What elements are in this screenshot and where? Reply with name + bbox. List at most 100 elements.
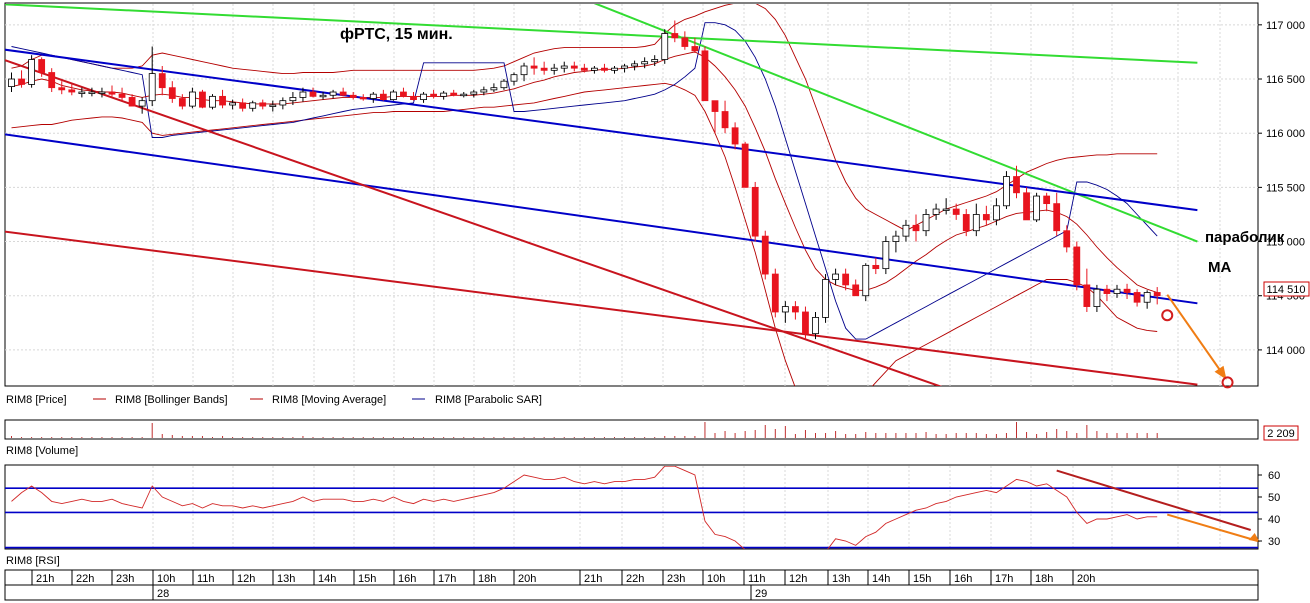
candle-body	[822, 279, 829, 318]
candle-body	[168, 87, 176, 99]
time-tick-label: 10h	[157, 573, 175, 585]
candle-body	[932, 208, 940, 215]
time-tick-label: 11h	[197, 573, 215, 585]
candle-body	[339, 91, 347, 96]
candle-body	[1013, 176, 1020, 194]
candle-body	[379, 93, 387, 101]
candle-body	[631, 63, 638, 67]
candle-body	[38, 59, 46, 73]
time-tick-label: 12h	[789, 573, 807, 585]
candle-body	[1083, 284, 1091, 307]
candle-body	[651, 59, 659, 63]
time-tick-label: 17h	[438, 573, 456, 585]
time-tick-label: 15h	[913, 573, 931, 585]
legend-bollinger: RIM8 [Bollinger Bands]	[115, 394, 228, 406]
candle-body	[751, 186, 759, 237]
target-marker	[1161, 309, 1174, 322]
time-tick-label: 13h	[277, 573, 295, 585]
candle-body	[721, 111, 729, 129]
parabolic-sar	[11, 22, 1158, 340]
candle-body	[199, 91, 206, 108]
rsi-tick-label: 50	[1268, 492, 1280, 504]
rsi-tick-label: 60	[1268, 470, 1280, 482]
ma-annotation: МА	[1208, 259, 1231, 276]
candle-body	[1053, 203, 1061, 232]
candle-body	[178, 98, 186, 107]
candle-body	[28, 59, 36, 85]
rsi-tick-label: 30	[1268, 536, 1280, 548]
time-tick-label: 13h	[832, 573, 850, 585]
time-tick-label: 22h	[76, 573, 94, 585]
y-tick-label: 115 500	[1266, 182, 1305, 194]
candle-body	[641, 61, 649, 65]
candle-body	[430, 93, 438, 97]
date-tick-label: 29	[755, 588, 767, 600]
forecast-arrowhead	[1214, 365, 1227, 380]
candle-body	[681, 37, 689, 47]
candle-body	[148, 73, 156, 102]
candle-body	[771, 273, 779, 313]
price-panel: 117 000 116 500 116 000 115 500 115 000 114 5…	[4, 2, 1310, 389]
legend-sar: RIM8 [Parabolic SAR]	[435, 394, 542, 406]
candle-body	[128, 97, 136, 107]
candle-body	[731, 127, 739, 145]
candle-body	[862, 264, 870, 297]
volume-last-label: 2 209	[1267, 428, 1295, 440]
candle-body	[500, 80, 508, 89]
candle-body	[671, 33, 679, 39]
time-tick-label: 23h	[116, 573, 134, 585]
candles	[8, 20, 1161, 340]
parabolic-annotation: параболик	[1205, 229, 1285, 246]
candle-body	[239, 102, 247, 109]
candle-body	[1063, 230, 1071, 248]
time-tick-label: 20h	[518, 573, 536, 585]
candle-body	[902, 224, 910, 237]
candle-body	[389, 91, 397, 101]
rsi-forecast-arrowhead	[1248, 533, 1260, 542]
trendline-blue	[5, 48, 1198, 212]
candle-body	[1153, 292, 1161, 297]
candle-body	[1113, 288, 1121, 294]
time-tick-label: 16h	[954, 573, 972, 585]
candle-body	[48, 72, 56, 89]
candle-body	[299, 91, 307, 98]
legend-price: RIM8 [Price]	[6, 394, 67, 406]
candle-body	[349, 94, 357, 98]
candle-body	[972, 214, 980, 232]
candle-body	[802, 311, 809, 335]
rsi-panel-label: RIM8 [RSI]	[6, 555, 60, 567]
candle-body	[842, 273, 850, 286]
candle-body	[892, 235, 900, 242]
candle-body	[872, 264, 880, 270]
candle-body	[420, 93, 427, 101]
candle-body	[701, 50, 709, 102]
time-tick-label: 10h	[707, 573, 725, 585]
candle-body	[279, 100, 287, 106]
time-tick-label: 21h	[584, 573, 602, 585]
candle-body	[1103, 288, 1111, 294]
time-tick-label: 22h	[626, 573, 644, 585]
candle-body	[450, 92, 458, 96]
candle-body	[470, 91, 478, 95]
bollinger-bands	[11, 4, 1158, 386]
time-ticks: 21h 22h 23h 10h 11h 12h 13h 14h 15h 16h 17h 18h 20h 2…	[31, 570, 1095, 600]
volume-panel-label: RIM8 [Volume]	[6, 445, 78, 457]
candle-body	[108, 91, 116, 95]
candle-body	[1043, 195, 1051, 205]
candle-body	[1123, 288, 1131, 293]
date-tick-label: 28	[157, 588, 169, 600]
time-tick-label: 21h	[36, 573, 54, 585]
candle-body	[138, 100, 146, 107]
candle-body	[540, 67, 548, 71]
trendline-blue	[5, 133, 1198, 305]
candle-body	[329, 91, 337, 96]
rsi-forecast-arrow	[1166, 513, 1258, 542]
rsi-levels	[5, 487, 1258, 549]
parabolic-sar-line	[11, 22, 1158, 340]
forecast-arrow	[1166, 294, 1224, 375]
candle-body	[601, 67, 608, 71]
candle-body	[8, 78, 15, 87]
price-legend: RIM8 [Price] RIM8 [Bollinger Bands] RIM8…	[6, 394, 542, 406]
candle-body	[982, 214, 990, 221]
